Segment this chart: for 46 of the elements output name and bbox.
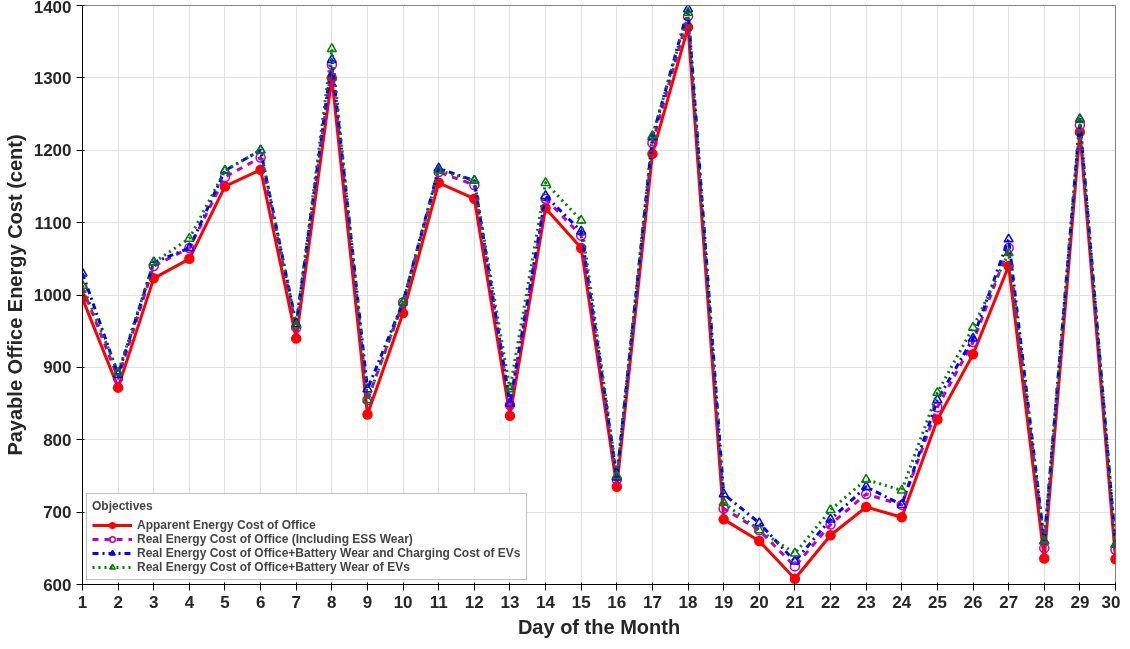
x-tick-label: 13 [500, 592, 520, 612]
y-tick-label: 800 [43, 430, 72, 450]
x-tick-label: 6 [255, 592, 266, 612]
x-tick-label: 9 [362, 592, 373, 612]
x-tick-label: 12 [464, 592, 484, 612]
y-tick-label: 700 [43, 503, 72, 523]
x-tick-label: 1 [77, 592, 88, 612]
legend-label: Real Energy Cost of Office (Including ESS Wear) [137, 532, 413, 546]
x-tick-label: 20 [749, 592, 769, 612]
x-tick-label: 4 [184, 592, 195, 612]
x-tick-label: 29 [1070, 592, 1090, 612]
x-tick-label: 22 [821, 592, 840, 612]
x-tick-label: 18 [678, 592, 698, 612]
legend-label: Real Energy Cost of Office+Battery Wear of EVs [137, 560, 410, 574]
y-tick-label: 1100 [34, 213, 72, 233]
x-tick-label: 15 [571, 592, 591, 612]
y-tick-label: 600 [43, 575, 72, 595]
x-tick-label: 2 [113, 592, 123, 612]
x-tick-label: 25 [927, 592, 947, 612]
y-tick-label: 1000 [33, 286, 72, 305]
x-tick-label: 7 [291, 592, 301, 612]
legend-label: Apparent Energy Cost of Office [137, 518, 316, 532]
x-tick-label: 21 [785, 592, 805, 612]
y-tick-label: 1300 [33, 68, 72, 88]
x-tick-label: 24 [892, 592, 912, 612]
x-tick-label: 16 [607, 592, 627, 612]
legend-label: Real Energy Cost of Office+Battery Wear and Charging Cost of EVs [137, 546, 521, 560]
y-tick-label: 1400 [33, 0, 72, 17]
x-tick-label: 23 [856, 592, 876, 612]
x-axis-title: Day of the Month [517, 615, 681, 638]
y-tick-label: 1200 [33, 141, 72, 161]
x-tick-label: 17 [642, 592, 662, 612]
x-tick-label: 28 [1034, 592, 1054, 612]
x-tick-label: 19 [714, 592, 734, 612]
legend-title: Objectives [92, 499, 154, 513]
x-tick-label: 10 [393, 592, 413, 612]
y-tick-label: 900 [43, 358, 72, 378]
x-tick-label: 3 [149, 592, 159, 612]
x-tick-label: 11 [429, 592, 448, 612]
x-tick-label: 27 [999, 592, 1019, 612]
x-tick-label: 14 [536, 592, 556, 612]
x-tick-label: 30 [1101, 592, 1121, 612]
x-tick-label: 26 [963, 592, 983, 612]
x-tick-label: 5 [220, 592, 230, 612]
x-tick-label: 8 [327, 592, 337, 612]
y-axis-title: Payable Office Energy Cost (cent) [3, 134, 26, 456]
